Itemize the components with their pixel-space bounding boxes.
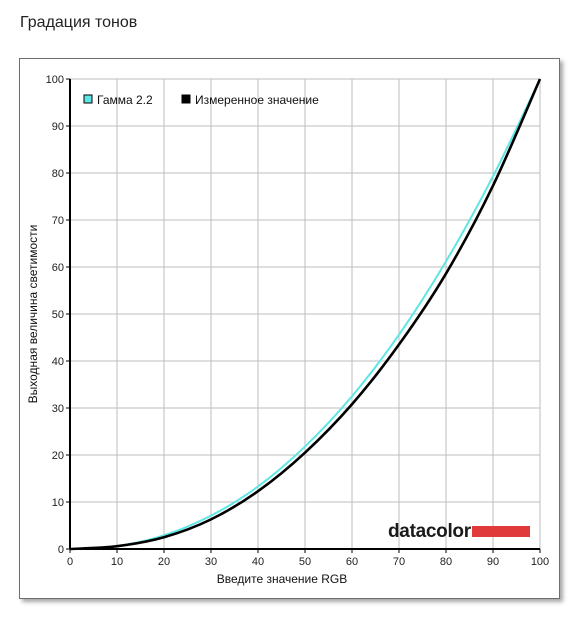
logo-bar [472, 526, 530, 537]
y-tick-label-1: 10 [52, 497, 64, 509]
x-axis-title: Введите значение RGB [217, 572, 348, 586]
series-line-1 [69, 78, 542, 551]
y-tick-label-10: 100 [46, 74, 64, 86]
logo-text: datacolor [388, 521, 472, 542]
y-tick-label-8: 80 [52, 168, 64, 180]
y-tick-label-2: 20 [52, 450, 64, 462]
y-tick-label-3: 30 [52, 403, 64, 415]
x-tick-label-2: 20 [158, 556, 170, 568]
x-tick-label-10: 100 [531, 556, 549, 568]
series-line-0 [69, 78, 541, 550]
legend-label-0: Гамма 2.2 [97, 93, 153, 107]
x-tick-label-6: 60 [346, 556, 358, 568]
y-tick-label-4: 40 [52, 356, 64, 368]
page-title: Градация тонов [20, 14, 138, 31]
x-tick-label-4: 40 [252, 556, 264, 568]
y-tick-label-0: 0 [58, 544, 64, 556]
y-axis-title: Выходная величина светимости [26, 225, 40, 404]
tick-labels: 0 10 20 30 40 50 60 70 80 90 100 0 10 20 30 40 50 60 70 80 9… [46, 74, 550, 568]
tone-curve-chart: 0 10 20 30 40 50 60 70 80 90 100 0 10 20 30 40 50 60 70 80 9… [26, 74, 550, 586]
y-tick-label-9: 90 [52, 121, 64, 133]
x-tick-label-5: 50 [299, 556, 311, 568]
series-lines [69, 78, 542, 551]
x-tick-label-3: 30 [205, 556, 217, 568]
y-tick-label-6: 60 [52, 262, 64, 274]
x-tick-label-9: 90 [487, 556, 499, 568]
legend-swatch-0 [83, 94, 93, 104]
x-tick-label-7: 70 [393, 556, 405, 568]
legend-label-1: Измеренное значение [195, 93, 319, 107]
x-tick-label-1: 10 [111, 556, 123, 568]
y-tick-label-5: 50 [52, 309, 64, 321]
chart-panel: 0 10 20 30 40 50 60 70 80 90 100 0 10 20 30 40 50 60 70 80 9… [19, 58, 560, 599]
legend-swatch-1 [181, 94, 191, 104]
datacolor-logo: datacolor [388, 521, 530, 542]
legend: Гамма 2.2 Измеренное значение [83, 93, 319, 107]
grid [69, 78, 541, 550]
x-tick-label-8: 80 [440, 556, 452, 568]
x-tick-label-0: 0 [67, 556, 73, 568]
y-tick-label-7: 70 [52, 215, 64, 227]
